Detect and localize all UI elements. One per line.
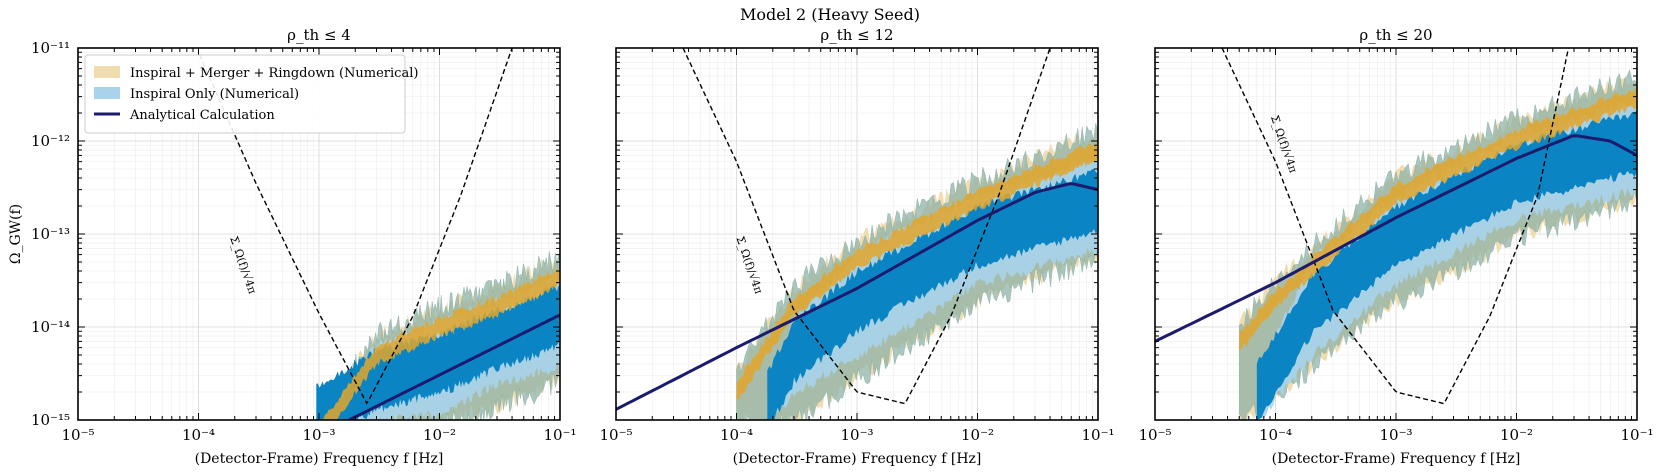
sensitivity-curve bbox=[198, 48, 513, 405]
x-tick-label: 10⁻² bbox=[423, 426, 456, 444]
y-tick-label: 10⁻¹⁴ bbox=[31, 318, 70, 336]
analytical-line bbox=[348, 313, 560, 420]
panel-1: Σ_Ω(f)/√4π 10⁻⁵ 10⁻⁴ 10⁻³ 10⁻² 10⁻¹ 10⁻¹⁵ 10⁻¹⁴… bbox=[8, 26, 577, 467]
panels: Σ_Ω(f)/√4π 10⁻⁵ 10⁻⁴ 10⁻³ 10⁻² 10⁻¹ 10⁻¹⁵ 10⁻¹⁴… bbox=[8, 26, 1654, 467]
y-tick-label: 10⁻¹³ bbox=[31, 225, 70, 243]
sensitivity-label: Σ_Ω(f)/√4π bbox=[733, 235, 765, 296]
legend-label: Inspiral Only (Numerical) bbox=[130, 87, 299, 102]
inspiral-core-band bbox=[316, 285, 560, 420]
x-tick-label: 10⁻⁴ bbox=[182, 426, 215, 444]
legend: Inspiral + Merger + Ringdown (Numerical)… bbox=[84, 54, 418, 134]
panel-title: ρ_th ≤ 20 bbox=[1359, 26, 1432, 44]
panel-title: ρ_th ≤ 4 bbox=[287, 26, 351, 44]
ticks bbox=[1154, 47, 1638, 421]
legend-label: Inspiral + Merger + Ringdown (Numerical) bbox=[130, 66, 418, 81]
x-axis-label: (Detector-Frame) Frequency f [Hz] bbox=[733, 451, 982, 467]
legend-box bbox=[84, 54, 406, 134]
x-axis-label: (Detector-Frame) Frequency f [Hz] bbox=[1272, 451, 1521, 467]
legend-label: Analytical Calculation bbox=[129, 108, 275, 123]
sensitivity-curve bbox=[1221, 48, 1570, 405]
ticks bbox=[77, 47, 561, 421]
plot-area bbox=[616, 48, 1098, 420]
sensitivity-curve bbox=[682, 48, 1051, 405]
panel-title: ρ_th ≤ 12 bbox=[820, 26, 893, 44]
sensitivity-label: Σ_Ω(f)/√4π bbox=[227, 235, 259, 296]
x-tick-label: 10⁻³ bbox=[1379, 426, 1412, 444]
x-tick-label: 10⁻⁴ bbox=[1259, 426, 1292, 444]
full-imr-upper-band bbox=[1239, 85, 1637, 352]
y-tick-label: 10⁻¹¹ bbox=[31, 39, 70, 57]
full-imr-upper-band bbox=[322, 266, 560, 420]
x-tick-label: 10⁻¹ bbox=[543, 426, 576, 444]
full-imr-upper-band bbox=[736, 140, 1098, 401]
x-tick-label: 10⁻⁵ bbox=[1138, 426, 1171, 444]
panel-2: Σ_Ω(f)/√4π 10⁻⁵ 10⁻⁴ 10⁻³ 10⁻² 10⁻¹ ρ_th ≤ 12 (… bbox=[599, 26, 1114, 467]
legend-swatch bbox=[94, 66, 120, 78]
panel-3: Σ_Ω(f)/√4π 10⁻⁵ 10⁻⁴ 10⁻³ 10⁻² 10⁻¹ ρ_th ≤ 20 (… bbox=[1138, 26, 1653, 467]
legend-swatch bbox=[94, 87, 120, 99]
x-tick-label: 10⁻² bbox=[961, 426, 994, 444]
y-axis-label: Ω_GW(f) bbox=[8, 204, 24, 264]
x-tick-label: 10⁻² bbox=[1500, 426, 1533, 444]
x-axis-label: (Detector-Frame) Frequency f [Hz] bbox=[195, 451, 444, 467]
figure-title: Model 2 (Heavy Seed) bbox=[740, 5, 920, 24]
x-tick-label: 10⁻⁵ bbox=[599, 426, 632, 444]
x-tick-label: 10⁻¹ bbox=[1081, 426, 1114, 444]
inspiral-core-band bbox=[1256, 110, 1637, 420]
x-tick-label: 10⁻³ bbox=[302, 426, 335, 444]
ticks bbox=[615, 47, 1099, 421]
plot-area bbox=[198, 48, 560, 420]
plot-area bbox=[1155, 48, 1637, 420]
x-tick-label: 10⁻⁵ bbox=[61, 426, 94, 444]
analytical-line bbox=[616, 182, 1098, 411]
analytical-line bbox=[1155, 134, 1637, 343]
x-tick-label: 10⁻³ bbox=[840, 426, 873, 444]
inspiral-core-band bbox=[767, 168, 1098, 420]
sensitivity-label: Σ_Ω(f)/√4π bbox=[1268, 114, 1300, 175]
x-tick-label: 10⁻¹ bbox=[1620, 426, 1653, 444]
x-tick-label: 10⁻⁴ bbox=[720, 426, 753, 444]
y-tick-label: 10⁻¹⁵ bbox=[31, 411, 70, 429]
y-tick-label: 10⁻¹² bbox=[31, 132, 70, 150]
